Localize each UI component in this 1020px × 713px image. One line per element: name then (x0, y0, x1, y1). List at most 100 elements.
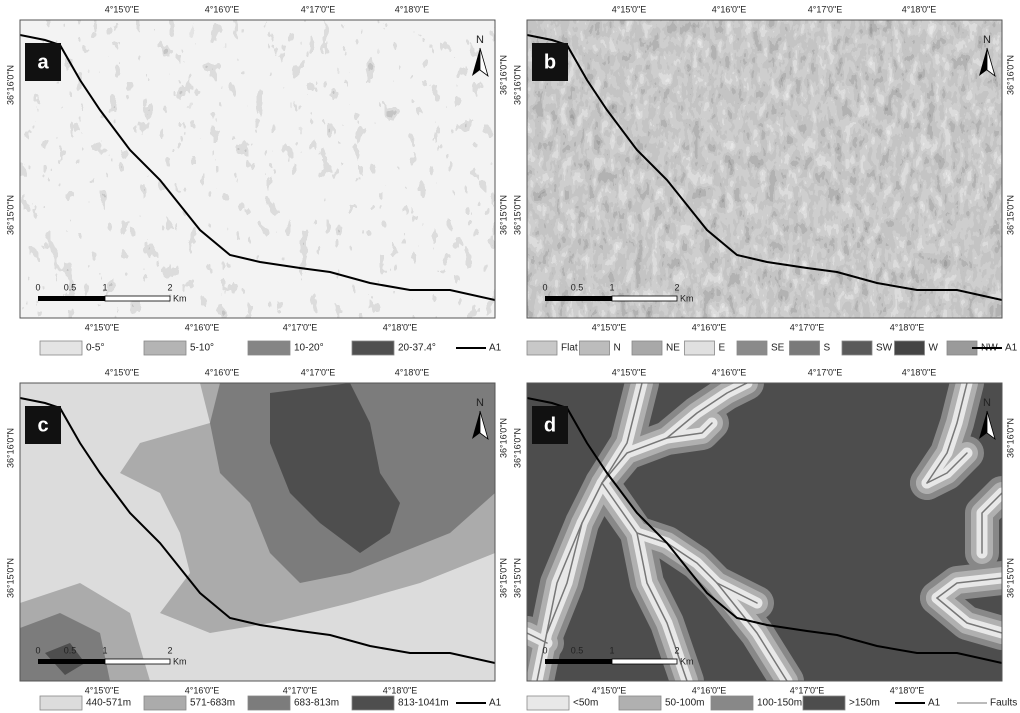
longitude-label: 4°15'0"E (85, 685, 120, 695)
panel-label: c (37, 414, 48, 436)
latitude-label: 36°16'0"N (1005, 55, 1015, 95)
fault-buffer (981, 492, 1002, 554)
map-frame (19, 19, 496, 319)
scale-bar-black (38, 659, 105, 664)
longitude-label: 4°15'0"E (612, 4, 647, 14)
scale-bar-black (545, 296, 612, 301)
scale-label: 0.5 (64, 282, 77, 292)
elevation-zone (270, 383, 400, 553)
fault-buffer (936, 597, 1002, 634)
legend-swatch (802, 695, 846, 711)
legend-swatch (143, 340, 187, 356)
longitude-label: 4°16'0"E (185, 322, 220, 332)
map-panel: a N 0 0.5 1 2Km 4°15'0"E 4°16'0"E 4°17'0"E 4°18'0… (5, 4, 508, 332)
legend-label: 683-813m (294, 698, 339, 709)
road-a1 (20, 34, 495, 301)
latitude-label: 36°16'0"N (5, 428, 15, 468)
legend-label: A1 (489, 698, 502, 709)
scale-label: 2 (167, 645, 172, 655)
legend-swatch (526, 695, 570, 711)
longitude-label: 4°18'0"E (395, 4, 430, 14)
north-label: N (983, 34, 991, 46)
scale-label: 1 (609, 282, 614, 292)
north-arrow (986, 410, 996, 441)
fault-buffer (926, 383, 968, 484)
legend-swatch (247, 340, 291, 356)
longitude-label: 4°18'0"E (383, 322, 418, 332)
longitude-label: 4°18'0"E (890, 322, 925, 332)
longitude-label: 4°17'0"E (790, 685, 825, 695)
legend-swatch (618, 695, 662, 711)
legend-label: 50-100m (665, 698, 704, 709)
longitude-label: 4°15'0"E (592, 685, 627, 695)
map-body (20, 20, 495, 318)
fault-buffer (546, 522, 583, 634)
scale-bar-black (545, 659, 612, 664)
fault-buffer (716, 582, 788, 681)
road-a1 (20, 397, 495, 664)
legend-swatch (39, 340, 83, 356)
legend-label: Flat (561, 343, 578, 354)
legend-label: 5-10° (190, 343, 214, 354)
legend-swatch (351, 695, 395, 711)
legend-swatch (841, 340, 873, 356)
legend-swatch (526, 340, 558, 356)
legend-swatch (143, 695, 187, 711)
longitude-label: 4°17'0"E (790, 322, 825, 332)
north-label: N (476, 397, 484, 409)
longitude-label: 4°18'0"E (902, 367, 937, 377)
fault-buffer (636, 532, 688, 681)
longitude-label: 4°17'0"E (283, 322, 318, 332)
panel-label-box (25, 43, 61, 81)
scale-label: 2 (167, 282, 172, 292)
scale-label: 0 (542, 282, 547, 292)
scale-label: 1 (102, 645, 107, 655)
longitude-label: 4°18'0"E (395, 367, 430, 377)
latitude-label: 36°15'0"N (1005, 558, 1015, 598)
map-frame (526, 19, 1003, 319)
panel-label: a (37, 51, 49, 73)
legend-label: A1 (1005, 343, 1018, 354)
road-a1 (527, 34, 1002, 301)
legend-label: Faults (990, 698, 1017, 709)
legend-label: <50m (573, 698, 598, 709)
north-arrow (986, 47, 996, 78)
scale-label: 0 (35, 645, 40, 655)
legend-label: 571-683m (190, 698, 235, 709)
north-arrow (479, 47, 489, 78)
scale-bar-white (611, 658, 678, 665)
north-arrow (472, 48, 480, 76)
latitude-label: 36°16'0"N (498, 418, 508, 458)
panel-label: d (544, 414, 556, 436)
scale-label: 0 (542, 645, 547, 655)
longitude-label: 4°17'0"E (808, 367, 843, 377)
map-panel: c N 0 0.5 1 2Km 4°15'0"E 4°16'0"E 4°17'0"E 4°18'0… (5, 367, 508, 695)
legend-label: 20-37.4° (398, 343, 436, 354)
north-label: N (476, 34, 484, 46)
latitude-label: 36°15'0"N (5, 558, 15, 598)
fault-buffer (527, 632, 548, 644)
longitude-label: 4°17'0"E (301, 367, 336, 377)
legend-label: >150m (849, 698, 880, 709)
longitude-label: 4°18'0"E (890, 685, 925, 695)
map-body (527, 383, 1002, 681)
legend-swatch (39, 695, 83, 711)
scale-bar-white (104, 295, 171, 302)
legend-swatch (351, 340, 395, 356)
longitude-label: 4°16'0"E (712, 367, 747, 377)
scale-bar-white (611, 295, 678, 302)
longitude-label: 4°15'0"E (592, 322, 627, 332)
longitude-label: 4°16'0"E (205, 367, 240, 377)
north-label: N (983, 397, 991, 409)
latitude-label: 36°16'0"N (5, 65, 15, 105)
panel-label-box (532, 406, 568, 444)
slope-raster (20, 20, 495, 318)
legend-label: 10-20° (294, 343, 324, 354)
legend-label: S (824, 343, 831, 354)
panel-label: b (544, 51, 556, 73)
north-arrow (979, 48, 987, 76)
scale-label: 0.5 (64, 645, 77, 655)
legend-swatch (710, 695, 754, 711)
scale-label: 0.5 (571, 645, 584, 655)
aspect-raster (527, 20, 1002, 318)
